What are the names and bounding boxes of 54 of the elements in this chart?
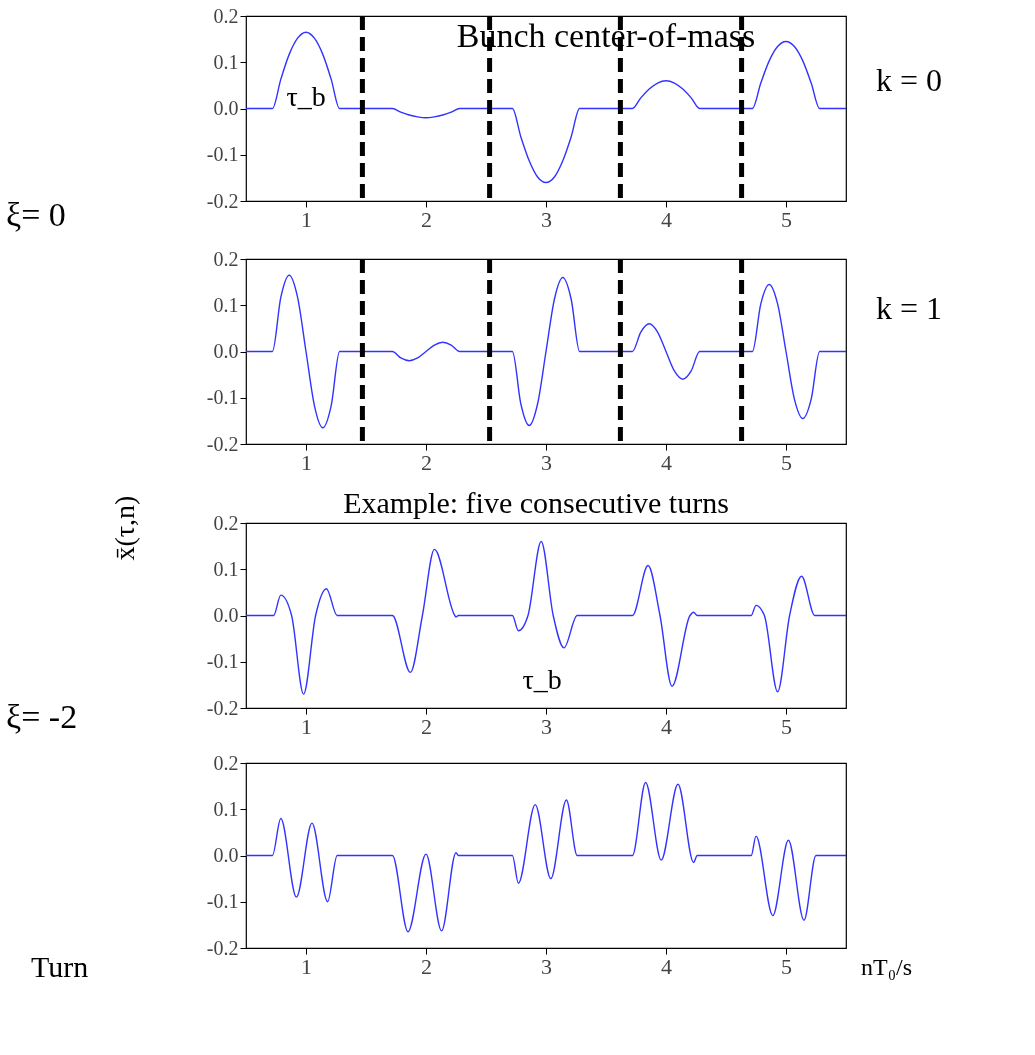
annotation: τ_b	[286, 81, 326, 112]
x-tick-label: 4	[661, 449, 672, 475]
x-tick-label: 1	[301, 449, 312, 475]
y-tick-label: 0.0	[213, 97, 239, 119]
x-tick-label: 1	[301, 206, 312, 232]
y-tick-label: -0.1	[206, 143, 239, 166]
y-tick-label: 0.2	[213, 247, 239, 270]
x-tick-label: 5	[781, 953, 792, 979]
annotation: τ_b	[522, 664, 562, 695]
x-tick-label: 3	[541, 953, 552, 979]
y-tick-label: 0.1	[213, 797, 239, 820]
x-tick-label: 1	[301, 713, 312, 739]
y-tick-label: 0.2	[213, 751, 239, 774]
y-axis-title: x̄(τ,n)	[109, 495, 140, 561]
x-tick-label: 5	[781, 713, 792, 739]
x-tick-label: 4	[661, 953, 672, 979]
x-tick-label: 1	[301, 953, 312, 979]
text: k = 1	[876, 290, 943, 326]
y-tick-label: 0.2	[213, 511, 239, 534]
line-series	[245, 540, 847, 695]
line-series	[245, 781, 847, 933]
x-tick-label: 2	[421, 713, 432, 739]
y-tick-label: -0.1	[206, 386, 239, 409]
text: nT₀/s	[861, 954, 913, 980]
x-tick-label: 2	[421, 953, 432, 979]
text: ξ= -2	[6, 698, 78, 735]
y-tick-label: 0.1	[213, 50, 239, 73]
y-tick-label: -0.1	[206, 890, 239, 913]
x-tick-label: 5	[781, 449, 792, 475]
x-tick-label: 2	[421, 206, 432, 232]
text: Example: five consecutive turns	[343, 486, 729, 519]
x-tick-label: 4	[661, 206, 672, 232]
x-tick-label: 2	[421, 449, 432, 475]
y-tick-label: -0.2	[206, 696, 239, 719]
line-series	[245, 274, 847, 429]
y-tick-label: 0.1	[213, 293, 239, 316]
y-tick-label: 0.0	[213, 340, 239, 362]
x-tick-label: 3	[541, 206, 552, 232]
y-tick-label: -0.1	[206, 650, 239, 673]
text: k = 0	[876, 62, 943, 98]
y-tick-label: -0.2	[206, 936, 239, 959]
annotation: Bunch center-of-mass	[456, 17, 756, 54]
text: ξ= 0	[6, 196, 66, 233]
y-tick-label: -0.2	[206, 189, 239, 212]
x-tick-label: 4	[661, 713, 672, 739]
y-tick-label: -0.2	[206, 432, 239, 455]
y-tick-label: 0.1	[213, 557, 239, 580]
y-tick-label: 0.0	[213, 604, 239, 626]
x-tick-label: 3	[541, 713, 552, 739]
text: Turn	[31, 950, 89, 983]
y-tick-label: 0.2	[213, 4, 239, 27]
y-tick-label: 0.0	[213, 844, 239, 866]
x-tick-label: 3	[541, 449, 552, 475]
x-tick-label: 5	[781, 206, 792, 232]
